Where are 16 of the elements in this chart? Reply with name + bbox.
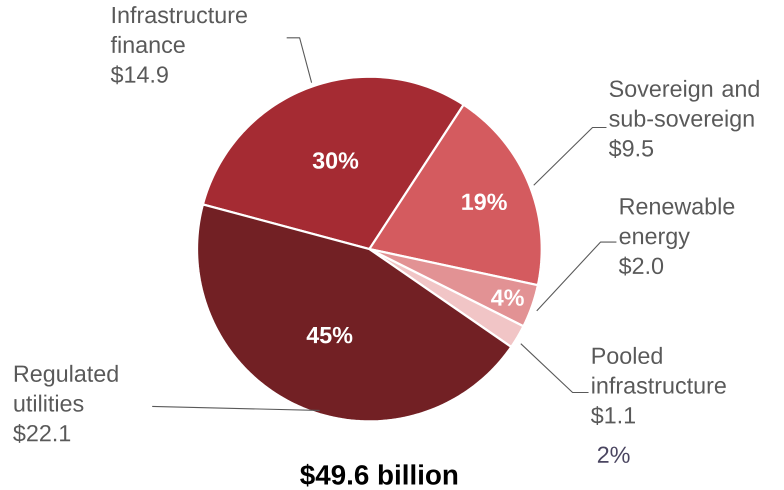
- text: 45%: [306, 326, 352, 344]
- data-label: $22.1: [13, 424, 70, 443]
- data-label: $14.9: [110, 65, 168, 84]
- text: 4%: [491, 289, 524, 306]
- slice-label: Regulated utilities: [14, 364, 118, 412]
- slice-label: Infrastructure finance: [110, 6, 247, 53]
- data-label: $9.5: [608, 139, 654, 158]
- slice-label: Pooled infrastructure: [592, 346, 726, 394]
- slice-label: Renewable energy: [620, 197, 734, 249]
- data-label: $1.1: [590, 406, 635, 425]
- text: 2%: [598, 446, 630, 463]
- slice-label: Sovereign and sub-sovereign: [609, 80, 759, 132]
- data-label: $2.0: [618, 256, 664, 276]
- text: 19%: [462, 193, 507, 210]
- text: 30%: [312, 152, 358, 169]
- text: $49.6 billion: [300, 464, 458, 486]
